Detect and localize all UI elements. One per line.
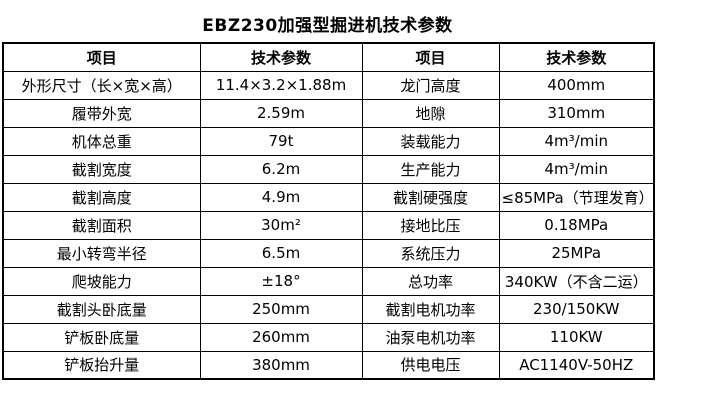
header-item-right: 项目 [361, 42, 500, 72]
header-item-left: 项目 [2, 42, 201, 72]
value-cell-left: 11.4×3.2×1.88m [199, 70, 363, 100]
value-cell-left: ±18° [199, 266, 363, 296]
table-row: 截割宽度 6.2m 生产能力 4m³/min [2, 154, 655, 184]
item-cell-right: 截割硬强度 [361, 182, 500, 212]
value-cell-right: 340KW（不含二运） [498, 266, 655, 296]
value-cell-right: 4m³/min [498, 154, 655, 184]
value-cell-left: 79t [199, 126, 363, 156]
item-cell-left: 截割高度 [2, 182, 201, 212]
item-cell-right: 龙门高度 [361, 70, 500, 100]
table-header-row: 项目 技术参数 项目 技术参数 [2, 42, 655, 72]
item-cell-left: 截割宽度 [2, 154, 201, 184]
item-cell-right: 生产能力 [361, 154, 500, 184]
spec-table: 项目 技术参数 项目 技术参数 外形尺寸（长×宽×高） 11.4×3.2×1.88… [2, 42, 655, 380]
value-cell-left: 380mm [199, 350, 363, 380]
value-cell-right: 400mm [498, 70, 655, 100]
item-cell-left: 截割面积 [2, 210, 201, 240]
table-row: 铲板抬升量 380mm 供电电压 AC1140V-50HZ [2, 350, 655, 380]
item-cell-right: 油泵电机功率 [361, 322, 500, 352]
item-cell-left: 铲板卧底量 [2, 322, 201, 352]
value-cell-right: 0.18MPa [498, 210, 655, 240]
table-row: 机体总重 79t 装载能力 4m³/min [2, 126, 655, 156]
item-cell-left: 机体总重 [2, 126, 201, 156]
value-cell-left: 4.9m [199, 182, 363, 212]
table-row: 最小转弯半径 6.5m 系统压力 25MPa [2, 238, 655, 268]
page-title: EBZ230加强型掘进机技术参数 [202, 16, 453, 36]
item-cell-left: 截割头卧底量 [2, 294, 201, 324]
item-cell-left: 外形尺寸（长×宽×高） [2, 70, 201, 100]
item-cell-left: 履带外宽 [2, 98, 201, 128]
value-cell-left: 30m² [199, 210, 363, 240]
value-cell-left: 260mm [199, 322, 363, 352]
table-row: 截割头卧底量 250mm 截割电机功率 230/150KW [2, 294, 655, 324]
table-row: 截割高度 4.9m 截割硬强度 ≤85MPa（节理发育） [2, 182, 655, 212]
table-row: 爬坡能力 ±18° 总功率 340KW（不含二运） [2, 266, 655, 296]
value-cell-left: 6.2m [199, 154, 363, 184]
item-cell-right: 系统压力 [361, 238, 500, 268]
value-cell-right: ≤85MPa（节理发育） [498, 182, 655, 212]
value-cell-left: 6.5m [199, 238, 363, 268]
item-cell-right: 装载能力 [361, 126, 500, 156]
header-param-left: 技术参数 [199, 42, 363, 72]
item-cell-right: 截割电机功率 [361, 294, 500, 324]
value-cell-right: 25MPa [498, 238, 655, 268]
item-cell-right: 供电电压 [361, 350, 500, 380]
value-cell-left: 2.59m [199, 98, 363, 128]
value-cell-left: 250mm [199, 294, 363, 324]
item-cell-left: 最小转弯半径 [2, 238, 201, 268]
item-cell-left: 爬坡能力 [2, 266, 201, 296]
value-cell-right: AC1140V-50HZ [498, 350, 655, 380]
value-cell-right: 230/150KW [498, 294, 655, 324]
item-cell-left: 铲板抬升量 [2, 350, 201, 380]
header-param-right: 技术参数 [498, 42, 655, 72]
table-row: 履带外宽 2.59m 地隙 310mm [2, 98, 655, 128]
item-cell-right: 接地比压 [361, 210, 500, 240]
table-row: 截割面积 30m² 接地比压 0.18MPa [2, 210, 655, 240]
item-cell-right: 地隙 [361, 98, 500, 128]
item-cell-right: 总功率 [361, 266, 500, 296]
table-row: 铲板卧底量 260mm 油泵电机功率 110KW [2, 322, 655, 352]
value-cell-right: 4m³/min [498, 126, 655, 156]
value-cell-right: 110KW [498, 322, 655, 352]
value-cell-right: 310mm [498, 98, 655, 128]
table-row: 外形尺寸（长×宽×高） 11.4×3.2×1.88m 龙门高度 400mm [2, 70, 655, 100]
